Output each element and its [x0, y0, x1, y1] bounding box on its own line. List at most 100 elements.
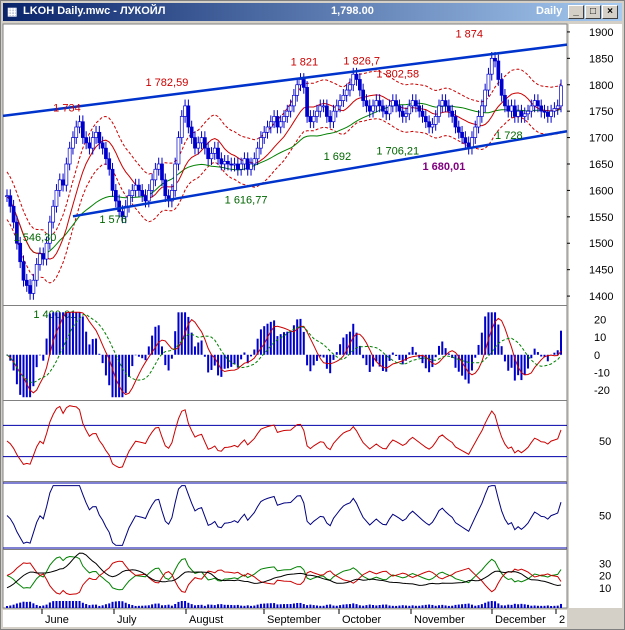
- volume-bar: [45, 604, 48, 608]
- macd-histogram-bar: [292, 325, 295, 355]
- candle: [117, 200, 121, 212]
- macd-histogram-bar: [497, 324, 500, 355]
- macd-histogram-bar: [484, 316, 487, 355]
- macd-histogram-bar: [78, 312, 81, 355]
- candle: [193, 137, 197, 149]
- volume-bar: [358, 605, 361, 608]
- macd-histogram-bar: [312, 354, 315, 366]
- close-button[interactable]: ×: [602, 5, 618, 19]
- macd-histogram-bar: [42, 354, 45, 361]
- candle: [249, 163, 253, 170]
- chart-area[interactable]: 1400 1450 1500 1550 1600 1650 1700 1750 1800 1850…: [1, 22, 624, 629]
- volume-bar: [114, 601, 117, 608]
- title-bar[interactable]: ▦ LKOH Daily.mwc - ЛУКОЙЛ 1,798.00 Daily…: [3, 3, 622, 21]
- candle: [226, 161, 230, 165]
- volume-bar: [411, 605, 414, 608]
- macd-histogram-bar: [91, 339, 94, 355]
- candle: [364, 100, 369, 107]
- adx-tick-label: 10: [599, 583, 611, 595]
- volume-bar: [180, 601, 183, 608]
- macd-histogram-bar: [266, 323, 269, 355]
- macd-histogram-bar: [375, 354, 378, 362]
- candle: [450, 110, 455, 117]
- volume-bar: [385, 604, 388, 608]
- volume-bar: [401, 605, 404, 608]
- price-annotation-label: 1 874: [455, 29, 483, 41]
- candle: [516, 110, 520, 117]
- volume-bar: [381, 604, 384, 608]
- volume-bar: [243, 605, 246, 608]
- minus-di-line: [6, 560, 562, 596]
- candle: [298, 79, 303, 86]
- volume-bar: [141, 605, 144, 608]
- volume-bar: [81, 602, 84, 608]
- minimize-button[interactable]: _: [568, 5, 584, 19]
- macd-histogram-bar: [398, 354, 401, 360]
- candle: [390, 100, 395, 107]
- candle: [127, 195, 131, 207]
- macd-histogram-bar: [220, 354, 223, 377]
- volume-bar: [444, 605, 447, 608]
- candle: [282, 116, 286, 123]
- macd-histogram-bar: [223, 354, 226, 369]
- maximize-button[interactable]: □: [585, 5, 601, 19]
- volume-bar: [71, 601, 74, 608]
- volume-bar: [329, 604, 332, 608]
- volume-bar: [302, 604, 305, 608]
- macd-histogram-bar: [167, 354, 170, 371]
- volume-bar: [207, 604, 210, 608]
- macd-histogram-bar: [279, 334, 282, 355]
- macd-histogram-bar: [431, 354, 434, 368]
- volume-bar: [38, 605, 41, 608]
- candle: [87, 142, 92, 149]
- price-annotation-label: 1 802,58: [376, 68, 419, 80]
- price-annotation-label: 1 546,30: [14, 232, 57, 244]
- volume-bar: [464, 603, 467, 608]
- volume-bar: [184, 601, 187, 608]
- chart-icon: ▦: [7, 6, 18, 18]
- macd-histogram-bar: [177, 312, 180, 355]
- candle: [235, 163, 240, 170]
- volume-bar: [75, 601, 78, 608]
- candle: [288, 105, 293, 112]
- macd-histogram-bar: [306, 354, 309, 366]
- macd-histogram-bar: [540, 354, 543, 357]
- volume-bar: [306, 605, 309, 608]
- adx-line: [6, 552, 562, 589]
- y-tick-label: 1600: [589, 185, 613, 197]
- candle: [308, 116, 313, 123]
- candle: [77, 121, 82, 128]
- volume-bar: [95, 604, 98, 608]
- candle: [113, 190, 118, 202]
- price-annotation-label: 1 734: [53, 103, 81, 115]
- volume-bar: [134, 605, 137, 608]
- candle: [493, 57, 497, 62]
- candle: [48, 221, 52, 244]
- candle: [74, 126, 79, 138]
- macd-histogram-bar: [29, 354, 32, 398]
- x-tick-label: July: [117, 614, 137, 626]
- candle: [384, 110, 389, 115]
- macd-histogram-bar: [372, 354, 375, 367]
- volume-bar: [437, 605, 440, 608]
- osc-tick-label: 50: [599, 511, 611, 523]
- candle: [67, 147, 72, 165]
- volume-bar: [540, 605, 543, 608]
- macd-histogram-bar: [345, 334, 348, 355]
- macd-histogram-bar: [197, 342, 200, 355]
- volume-bar: [279, 604, 282, 608]
- macd-histogram-bar: [556, 350, 559, 355]
- macd-histogram-bar: [553, 352, 556, 355]
- volume-bar: [230, 604, 233, 608]
- macd-histogram-bar: [144, 354, 147, 361]
- y-tick-label: 1400: [589, 291, 613, 303]
- candle: [209, 153, 214, 160]
- macd-histogram-bar: [494, 312, 497, 355]
- candle: [57, 179, 62, 191]
- candle: [506, 105, 511, 112]
- x-tick-label: November: [414, 614, 465, 626]
- price-annotation-label: 1 692: [324, 151, 352, 163]
- volume-bar: [484, 602, 487, 608]
- macd-histogram-bar: [434, 354, 437, 358]
- volume-bar: [35, 604, 38, 608]
